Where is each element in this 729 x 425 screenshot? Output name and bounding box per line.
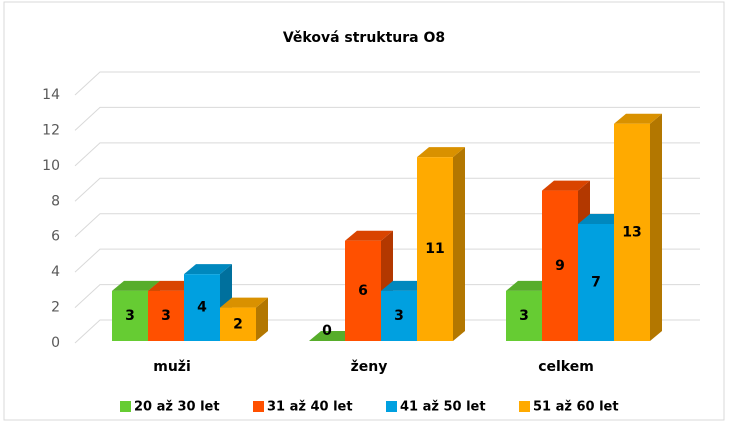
bar-front (417, 157, 453, 341)
bar-front (506, 290, 542, 341)
bar-side (650, 113, 662, 341)
bar-front (184, 274, 220, 341)
y-tick-label: 10 (42, 158, 60, 174)
data-label: 3 (161, 308, 171, 324)
data-label: 6 (358, 283, 368, 299)
y-tick-label: 4 (51, 264, 60, 280)
y-tick-label: 8 (51, 193, 60, 209)
data-label: 3 (519, 308, 529, 324)
x-tick-label: celkem (538, 359, 594, 375)
bar-front (578, 224, 614, 341)
bar-top (112, 280, 160, 291)
data-label: 7 (591, 275, 601, 291)
grid-line (74, 213, 700, 238)
legend-label: 20 až 30 let (134, 400, 220, 415)
y-tick-label: 0 (51, 335, 60, 351)
legend-label: 31 až 40 let (267, 400, 353, 415)
x-tick-label: ženy (351, 359, 388, 375)
data-label: 3 (394, 308, 404, 324)
data-label: 11 (425, 241, 444, 257)
grid-line (74, 319, 700, 344)
grid-line (74, 284, 700, 308)
data-label: 4 (197, 300, 207, 316)
bar-top (614, 113, 662, 124)
legend-label: 51 až 60 let (533, 400, 619, 415)
grid-line (74, 106, 700, 131)
bar-front (381, 290, 417, 341)
grid-line (74, 248, 700, 273)
bar-front (345, 240, 381, 341)
bar-side (453, 147, 465, 341)
grid-line (74, 177, 700, 202)
legend-swatch (386, 401, 397, 412)
y-tick-label: 2 (51, 300, 60, 316)
bar-top (184, 264, 232, 275)
bar-front (542, 190, 578, 341)
data-label: 0 (322, 323, 332, 339)
bar-top (542, 180, 590, 191)
data-label: 2 (233, 316, 243, 332)
grid-line (74, 142, 700, 167)
data-label: 13 (622, 224, 641, 240)
chart-title: Věková struktura O8 (283, 30, 445, 46)
data-label: 9 (555, 258, 565, 274)
bar-front (148, 290, 184, 341)
bar-top (417, 147, 465, 158)
x-tick-label: muži (153, 359, 191, 375)
bar-top (345, 230, 393, 241)
bar-front (614, 123, 650, 341)
bar (417, 147, 465, 341)
bar-top (220, 297, 268, 308)
y-tick-label: 12 (42, 122, 60, 138)
bar (220, 297, 268, 341)
y-tick-label: 6 (51, 229, 60, 245)
legend-swatch (120, 401, 131, 412)
legend-swatch (519, 401, 530, 412)
bar (614, 113, 662, 341)
legend-label: 41 až 50 let (400, 400, 486, 415)
bar-side (256, 297, 268, 341)
bar-front (220, 307, 256, 341)
data-label: 3 (125, 308, 135, 324)
bar-front (112, 290, 148, 341)
grid-line (74, 71, 700, 96)
legend-swatch (253, 401, 264, 412)
y-tick-label: 14 (42, 87, 60, 103)
